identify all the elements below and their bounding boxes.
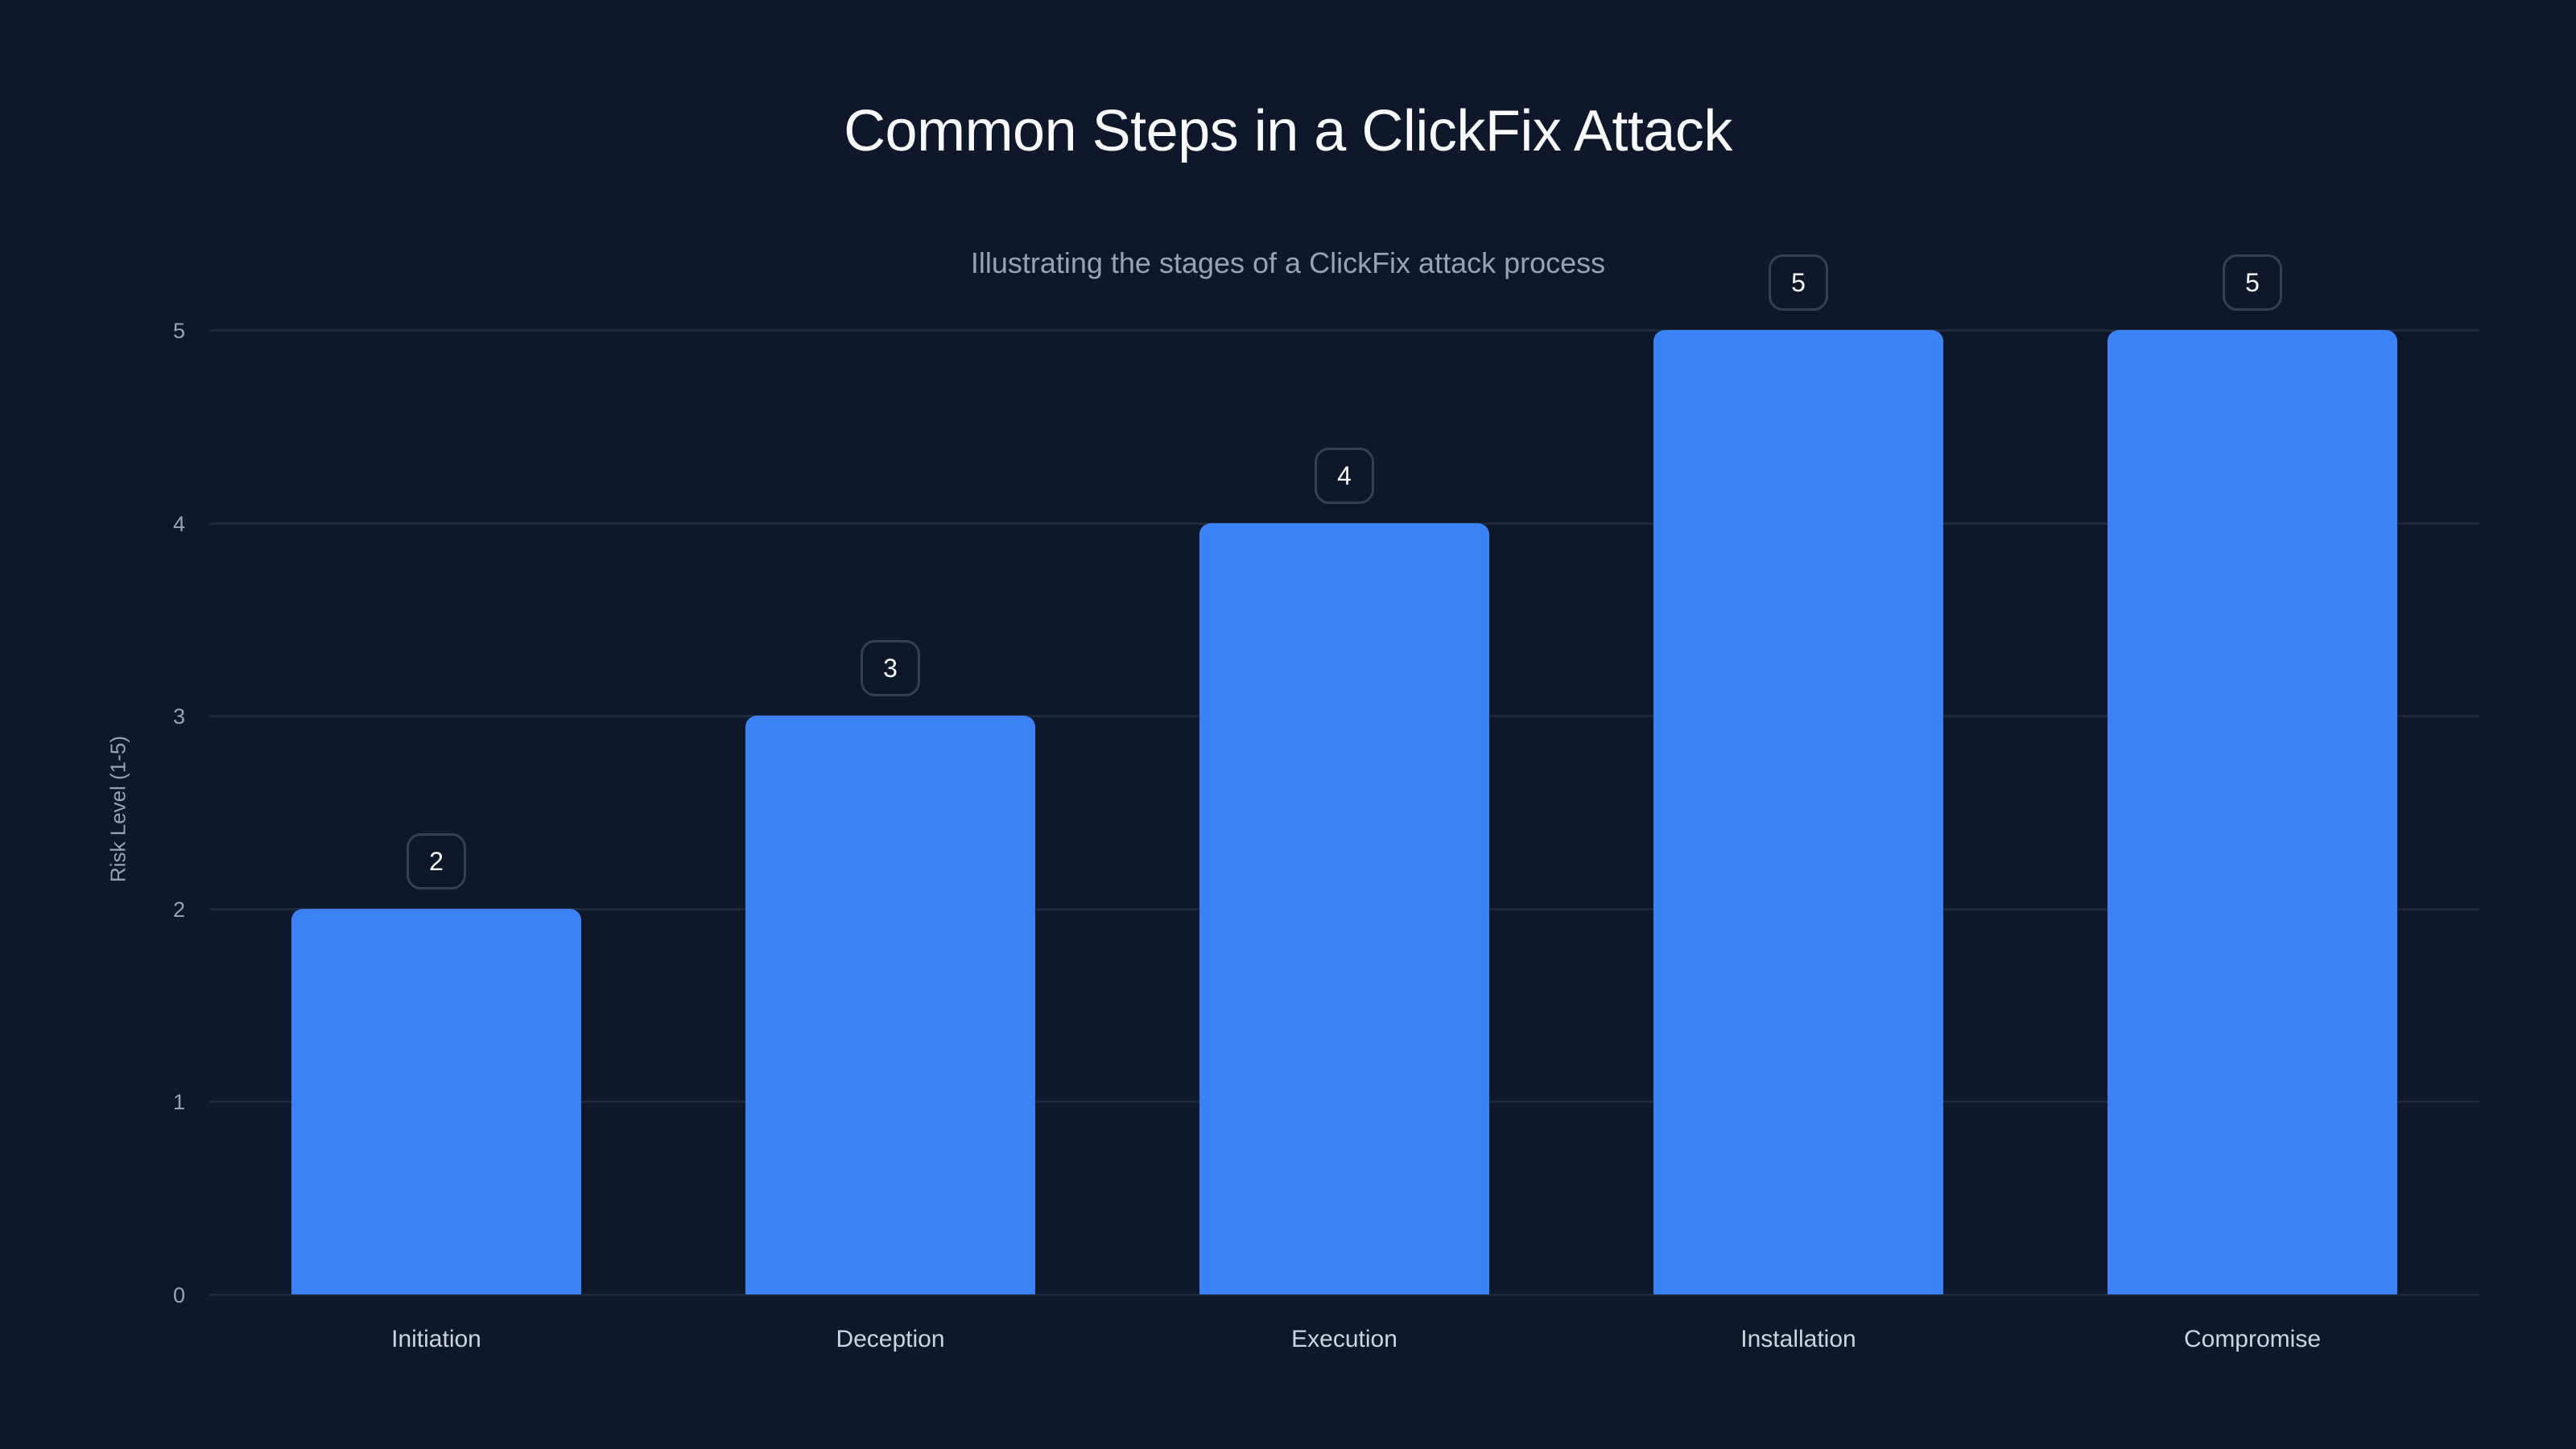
x-category-label: Execution: [1291, 1326, 1397, 1352]
x-category-label: Compromise: [2183, 1326, 2322, 1352]
y-tick-label: 2: [172, 897, 185, 922]
x-category-label: Deception: [836, 1326, 945, 1352]
chart-subtitle: Illustrating the stages of a ClickFix at…: [970, 246, 1606, 279]
y-tick-label: 1: [172, 1090, 185, 1115]
y-axis-label: Risk Level (1-5): [105, 735, 130, 883]
bar[interactable]: [2107, 330, 2397, 1294]
y-tick-label: 3: [172, 704, 185, 729]
value-label-badge: 4: [1315, 447, 1374, 504]
y-tick-label: 4: [172, 511, 185, 536]
x-category-label: Initiation: [391, 1326, 481, 1352]
bar[interactable]: [1653, 330, 1943, 1294]
value-label-badge: 5: [1769, 254, 1828, 311]
y-tick-label: 0: [172, 1283, 185, 1307]
gridline: [209, 329, 2479, 332]
gridline: [209, 1294, 2479, 1296]
bar[interactable]: [1199, 522, 1489, 1294]
y-tick-label: 5: [172, 319, 185, 343]
bar[interactable]: [745, 716, 1035, 1294]
chart-title: Common Steps in a ClickFix Attack: [844, 99, 1732, 163]
plot-area: 2 3 4 5 5: [209, 254, 2479, 1296]
bar[interactable]: [291, 908, 581, 1294]
x-category-label: Installation: [1740, 1326, 1856, 1352]
value-label-badge: 5: [2223, 254, 2282, 311]
value-label-badge: 3: [861, 640, 920, 697]
value-label-badge: 2: [407, 832, 466, 890]
